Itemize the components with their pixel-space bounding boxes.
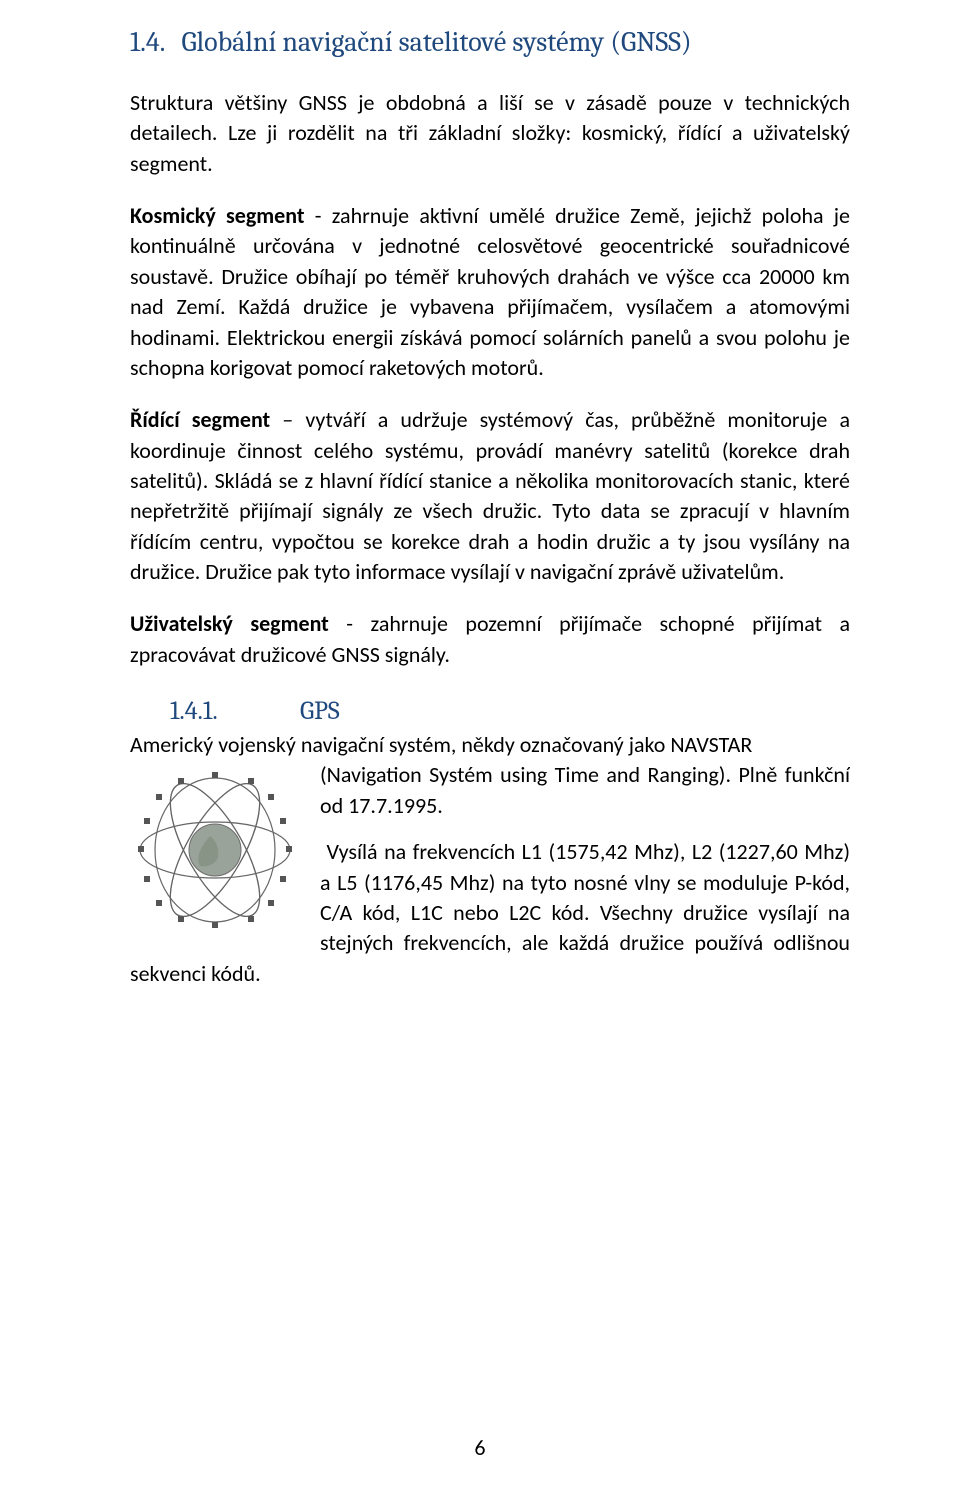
text-gps-1-start: Americký vojenský navigační systém, někd… xyxy=(130,731,752,758)
paragraph-uzivatelsky: Uživatelský segment - zahrnuje pozemní p… xyxy=(130,609,850,670)
paragraph-kosmicky: Kosmický segment - zahrnuje aktivní uměl… xyxy=(130,201,850,383)
paragraph-ridici: Řídící segment – vytváří a udržuje systé… xyxy=(130,405,850,587)
heading-1-4-number: 1.4. xyxy=(130,26,165,58)
gps-orbits-illustration xyxy=(130,766,300,934)
gps-section: Americký vojenský navigační systém, někd… xyxy=(130,730,850,989)
heading-1-4-1: 1.4.1.GPS xyxy=(170,696,850,726)
gps-orbits-icon xyxy=(130,766,300,934)
text-gps-1-cont: (Navigation Systém using Time and Rangin… xyxy=(320,761,850,818)
paragraph-intro: Struktura většiny GNSS je obdobná a liší… xyxy=(130,88,850,179)
page-number: 6 xyxy=(0,1434,960,1461)
document-page: 1.4. Globální navigační satelitové systém… xyxy=(0,0,960,1485)
label-ridici-segment: Řídící segment xyxy=(130,406,270,433)
label-kosmicky-segment: Kosmický segment xyxy=(130,202,305,229)
paragraph-gps-intro-line1: Americký vojenský navigační systém, někd… xyxy=(130,730,850,760)
heading-1-4-1-number: 1.4.1. xyxy=(170,696,300,726)
heading-1-4: 1.4. Globální navigační satelitové systém… xyxy=(130,26,850,58)
heading-1-4-title: Globální navigační satelitové systémy (G… xyxy=(181,26,691,58)
label-uzivatelsky-segment: Uživatelský segment xyxy=(130,610,329,637)
heading-1-4-1-title: GPS xyxy=(300,696,340,726)
